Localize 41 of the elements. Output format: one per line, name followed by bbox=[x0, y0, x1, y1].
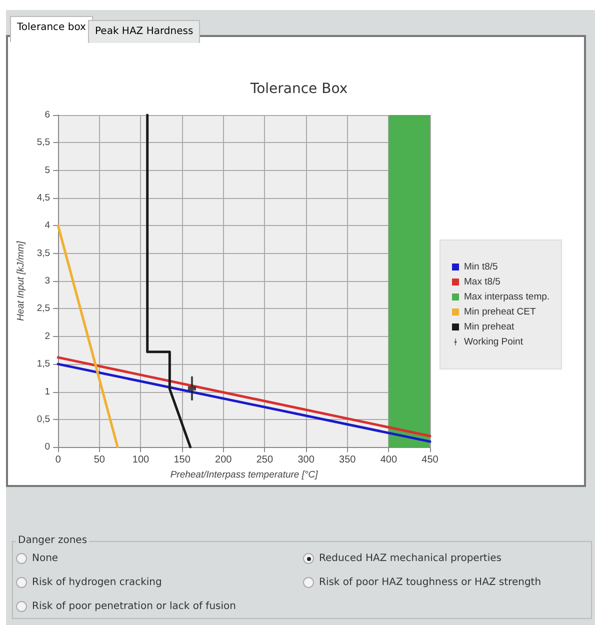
y-tick-label: 1,5 bbox=[36, 358, 50, 370]
legend-label: Max t8/5 bbox=[464, 276, 500, 288]
text: Reduced HAZ mechanical properties bbox=[319, 553, 502, 564]
x-tick-label: 350 bbox=[339, 454, 356, 466]
x-tick-label: 300 bbox=[298, 454, 315, 466]
text: None bbox=[32, 553, 58, 564]
text: Risk of poor HAZ toughness or HAZ strength bbox=[319, 577, 542, 588]
y-tick-label: 3 bbox=[44, 276, 50, 287]
y-tick-label: 3,5 bbox=[36, 248, 50, 259]
x-tick-label: 250 bbox=[256, 454, 274, 466]
y-tick-label: 4,5 bbox=[36, 192, 50, 204]
text: Tolerance box bbox=[10, 16, 93, 42]
y-tick-label: 5 bbox=[44, 164, 50, 176]
x-tick-label: 50 bbox=[94, 454, 106, 466]
y-tick-label: 5,5 bbox=[36, 137, 50, 148]
x-tick-label: 0 bbox=[55, 454, 62, 466]
chart-title: Tolerance Box bbox=[249, 81, 348, 97]
text: Risk of poor penetration or lack of fusion bbox=[32, 601, 236, 612]
y-tick-label: 6 bbox=[44, 110, 50, 120]
x-tick-label: 100 bbox=[132, 454, 150, 466]
y-tick-label: 2 bbox=[44, 330, 50, 342]
x-tick-label: 400 bbox=[380, 454, 398, 466]
legend-label: Min t8/5 bbox=[464, 262, 498, 272]
text: Peak HAZ Hardness bbox=[88, 20, 200, 43]
x-axis-title: Preheat/Interpass temperature [°C] bbox=[170, 470, 318, 480]
x-tick-label: 150 bbox=[174, 454, 191, 466]
text: Risk of hydrogen cracking bbox=[32, 577, 162, 588]
y-tick-label: 0 bbox=[44, 442, 50, 453]
text: Danger zones bbox=[16, 535, 90, 546]
y-axis-title: Heat Input [kJ/mm] bbox=[16, 240, 26, 321]
y-tick-label: 4 bbox=[44, 220, 50, 232]
x-tick-label: 200 bbox=[215, 454, 232, 466]
y-tick-label: 1 bbox=[44, 386, 50, 398]
y-tick-label: 0,5 bbox=[36, 414, 50, 425]
x-tick-label: 450 bbox=[422, 454, 439, 466]
y-tick-label: 2,5 bbox=[36, 303, 50, 314]
line-series bbox=[146, 114, 192, 448]
legend-label: Min preheat CET bbox=[464, 306, 536, 318]
legend-label: Min preheat bbox=[464, 322, 515, 332]
legend-label: Working Point bbox=[464, 336, 524, 348]
legend-label: Max interpass temp. bbox=[464, 292, 550, 302]
